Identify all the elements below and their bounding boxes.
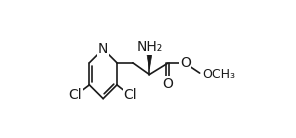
Text: O: O: [162, 77, 173, 91]
Polygon shape: [147, 54, 152, 69]
Text: NH₂: NH₂: [136, 40, 163, 54]
Text: N: N: [98, 42, 108, 56]
Text: Cl: Cl: [69, 88, 82, 102]
Text: NH₂: NH₂: [136, 40, 163, 54]
Text: Cl: Cl: [123, 88, 137, 102]
Text: OCH₃: OCH₃: [202, 68, 235, 81]
Text: O: O: [180, 56, 191, 71]
